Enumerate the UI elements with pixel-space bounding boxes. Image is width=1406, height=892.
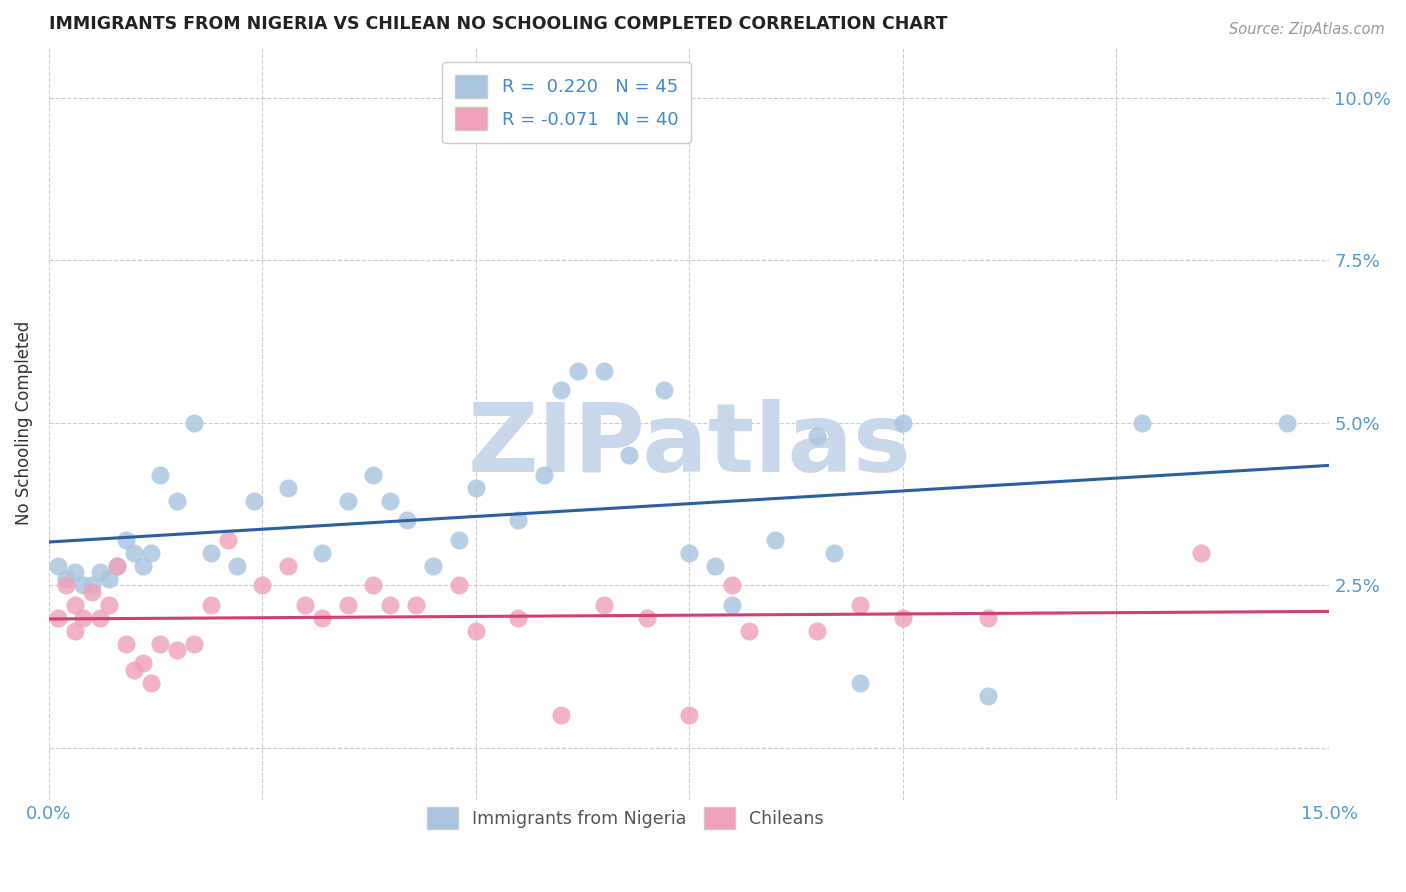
Point [72,578,94,592]
Point [422,558,444,573]
Point [80,578,103,592]
Point [823,546,845,560]
Point [592,598,614,612]
Point [166,493,188,508]
Point [849,676,872,690]
Point [405,598,427,612]
Point [141,676,163,690]
Point [252,578,274,592]
Point [46,611,69,625]
Point [114,533,136,547]
Point [721,598,744,612]
Point [124,663,146,677]
Point [363,467,385,482]
Point [738,624,761,638]
Point [550,708,572,723]
Point [72,611,94,625]
Point [447,533,470,547]
Point [294,598,316,612]
Point [636,611,658,625]
Point [464,624,486,638]
Point [63,598,86,612]
Point [243,493,266,508]
Point [217,533,239,547]
Point [55,578,77,592]
Point [380,598,402,612]
Point [336,598,359,612]
Y-axis label: No Schooling Completed: No Schooling Completed [15,320,32,524]
Point [508,513,530,527]
Point [678,708,700,723]
Point [166,643,188,657]
Point [592,364,614,378]
Point [533,467,555,482]
Point [396,513,419,527]
Point [80,584,103,599]
Point [849,598,872,612]
Text: Source: ZipAtlas.com: Source: ZipAtlas.com [1229,22,1385,37]
Point [89,611,111,625]
Point [891,416,914,430]
Point [132,558,155,573]
Point [114,637,136,651]
Point [703,558,725,573]
Point [225,558,247,573]
Point [721,578,744,592]
Point [977,689,1000,703]
Point [1275,416,1298,430]
Point [89,566,111,580]
Point [311,546,333,560]
Point [132,657,155,671]
Point [149,467,172,482]
Point [200,546,222,560]
Point [141,546,163,560]
Point [1189,546,1212,560]
Point [46,558,69,573]
Point [200,598,222,612]
Point [97,598,120,612]
Point [183,637,205,651]
Point [277,481,299,495]
Point [55,572,77,586]
Point [447,578,470,592]
Point [183,416,205,430]
Point [550,384,572,398]
Point [652,384,675,398]
Point [806,624,828,638]
Point [149,637,172,651]
Point [567,364,589,378]
Point [464,481,486,495]
Point [1130,416,1153,430]
Text: IMMIGRANTS FROM NIGERIA VS CHILEAN NO SCHOOLING COMPLETED CORRELATION CHART: IMMIGRANTS FROM NIGERIA VS CHILEAN NO SC… [49,15,948,33]
Point [124,546,146,560]
Point [105,558,128,573]
Text: ZIPatlas: ZIPatlas [467,399,911,491]
Point [311,611,333,625]
Point [891,611,914,625]
Point [363,578,385,592]
Point [97,572,120,586]
Point [63,624,86,638]
Point [508,611,530,625]
Point [763,533,786,547]
Point [806,429,828,443]
Point [619,448,641,462]
Point [380,493,402,508]
Point [977,611,1000,625]
Point [277,558,299,573]
Point [336,493,359,508]
Point [105,558,128,573]
Point [63,566,86,580]
Point [678,546,700,560]
Legend: Immigrants from Nigeria, Chileans: Immigrants from Nigeria, Chileans [420,800,831,837]
